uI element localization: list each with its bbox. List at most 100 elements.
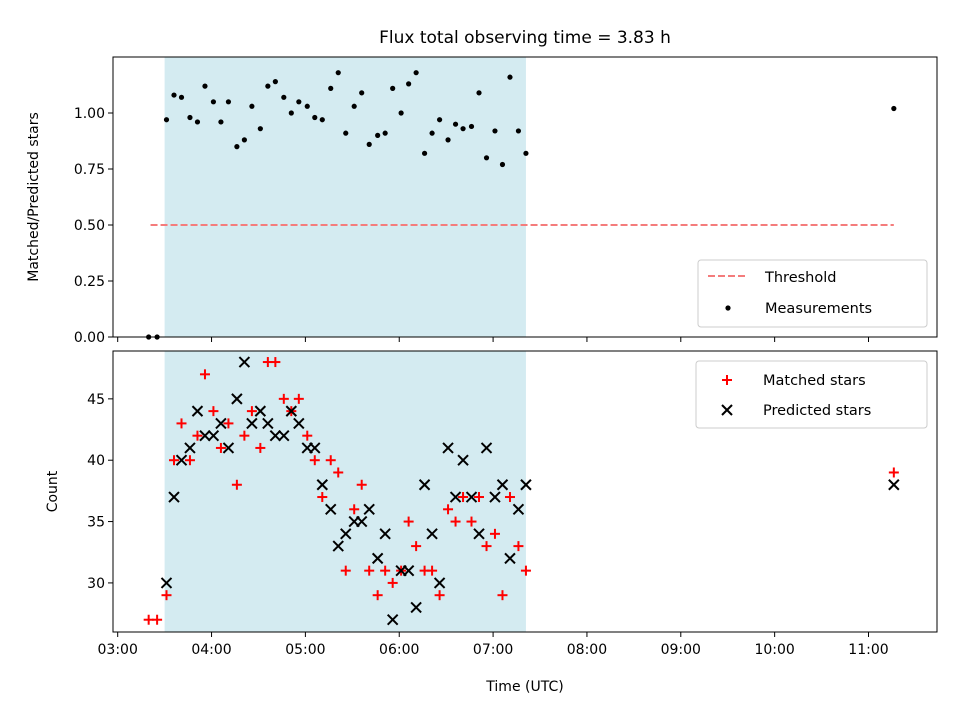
matched-star-point — [450, 516, 461, 527]
predicted-star-point — [246, 417, 258, 430]
predicted-star-point — [512, 503, 525, 515]
matched-star-point — [489, 528, 500, 539]
bottom-x-tick-label: 10:00 — [754, 642, 794, 658]
measurement-point — [257, 126, 263, 132]
matched-star-point — [309, 455, 320, 466]
measurement-point — [288, 110, 294, 116]
top-y-tick-label: 0.50 — [74, 218, 105, 234]
top-axis-ticks: 0.00 0.25 0.50 0.75 1.00 — [74, 106, 869, 346]
matched-star-point — [325, 455, 336, 466]
matched-star-point — [427, 565, 438, 576]
matched-star-point — [504, 492, 515, 503]
measurement-point — [272, 79, 278, 85]
bottom-panel: 30 35 40 45 03:00 04:00 05:00 06:00 07:00 08:00 09… — [45, 350, 938, 695]
matched-star-point — [192, 430, 203, 441]
legend-predicted-swatch — [721, 404, 733, 416]
measurement-point — [343, 130, 349, 136]
predicted-star-point — [285, 405, 298, 417]
measurement-point — [515, 128, 522, 134]
matched-star-point — [231, 479, 242, 490]
matched-star-point — [161, 590, 172, 601]
predicted-star-point — [504, 552, 516, 565]
legend-measurements-swatch — [725, 305, 731, 311]
bottom-y-tick-label: 45 — [87, 392, 105, 408]
matched-star-point — [443, 504, 454, 515]
predicted-star-point — [231, 393, 243, 405]
measurement-point — [460, 126, 466, 132]
matched-star-point — [208, 406, 219, 417]
predicted-star-point — [379, 528, 391, 540]
legend-cross-marker — [721, 404, 733, 416]
measurement-point — [382, 130, 388, 136]
matched-star-point — [403, 516, 414, 527]
predicted-star-point — [386, 614, 399, 626]
bottom-y-axis-label: Count — [45, 470, 61, 512]
predicted-star-point — [496, 479, 509, 491]
predicted-star-point — [325, 503, 337, 515]
predicted-star-point — [489, 491, 501, 503]
measurement-point — [194, 119, 201, 125]
matched-star-point — [143, 614, 154, 625]
matched-star-point — [239, 430, 250, 441]
matched-star-point — [364, 565, 375, 576]
predicted-star-point — [293, 417, 305, 430]
measurement-point — [523, 150, 529, 156]
bottom-x-axis-label: Time (UTC) — [485, 679, 563, 695]
predicted-star-point — [254, 405, 267, 417]
bottom-x-tick-label: 05:00 — [285, 642, 325, 658]
predicted-star-point — [207, 429, 220, 442]
matched-star-point — [474, 492, 485, 503]
matched-star-point — [255, 442, 266, 453]
matched-star-point — [372, 590, 383, 601]
predicted-star-point — [465, 491, 478, 503]
measurement-point — [499, 161, 506, 168]
top-legend-box — [697, 259, 928, 328]
measurement-point — [375, 132, 381, 138]
predicted-star-point — [363, 503, 375, 515]
measurement-point — [492, 128, 498, 134]
measurement-point — [187, 114, 193, 121]
measurement-point — [319, 117, 325, 123]
measurement-point — [436, 117, 443, 123]
matched-star-point — [481, 541, 492, 552]
predicted-star-point — [340, 528, 352, 540]
measurement-point — [421, 150, 428, 156]
predicted-star-point — [262, 417, 274, 430]
predicted-star-point — [175, 454, 188, 466]
predicted-star-point — [160, 577, 173, 589]
matched-star-point — [152, 614, 163, 625]
predicted-star-point — [442, 442, 454, 454]
top-y-axis-label: Matched/Predicted stars — [26, 112, 42, 282]
measurement-point — [507, 74, 513, 80]
measurement-point — [296, 99, 302, 105]
legend-predicted-label: Predicted stars — [763, 403, 871, 419]
top-observing-span — [164, 57, 526, 337]
top-y-tick-label: 0.25 — [74, 274, 105, 290]
matched-star-point — [246, 406, 257, 417]
measurement-point — [398, 110, 404, 116]
predicted-star-point — [410, 601, 422, 614]
bottom-y-tick-label: 30 — [87, 576, 105, 592]
measurement-point — [445, 137, 451, 143]
predicted-star-point — [168, 491, 180, 503]
measurement-point — [429, 130, 435, 136]
predicted-star-point — [426, 528, 438, 540]
matched-star-point — [293, 393, 304, 404]
bottom-x-tick-label: 03:00 — [98, 642, 138, 658]
predicted-star-point — [215, 417, 227, 430]
matched-star-point — [184, 455, 195, 466]
matched-star-point — [302, 430, 313, 441]
measurement-point — [351, 103, 357, 109]
matched-star-point — [317, 492, 328, 503]
measurement-point — [335, 70, 341, 76]
predicted-star-point — [238, 356, 251, 368]
measurement-point — [366, 141, 372, 147]
predicted-star-point — [402, 564, 415, 577]
matched-star-point — [458, 492, 469, 503]
measurement-point — [328, 85, 334, 91]
bottom-y-tick-label: 40 — [87, 453, 105, 469]
top-axes-frame — [112, 56, 938, 338]
matched-star-point — [466, 516, 477, 527]
legend-plus-marker — [722, 375, 732, 385]
legend-threshold-label: Threshold — [764, 270, 836, 286]
